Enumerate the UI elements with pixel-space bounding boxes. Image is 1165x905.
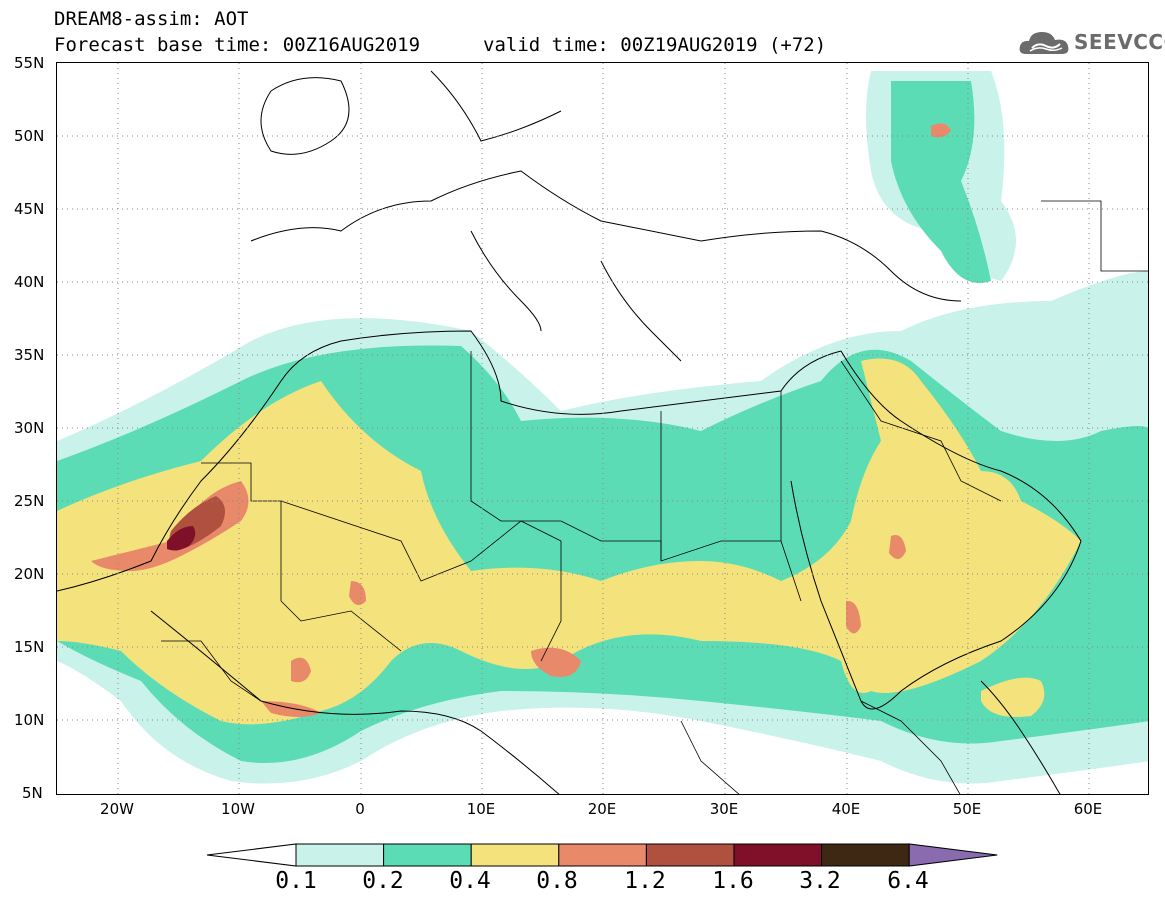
lat-label: 15N: [14, 638, 45, 656]
colorbar-under-arrow: [206, 843, 297, 867]
lon-label: 60E: [1073, 800, 1103, 818]
colorbar-box: [558, 843, 647, 867]
country-borders: [161, 200, 1148, 794]
colorbar-box: [383, 843, 472, 867]
lon-label: 10E: [466, 800, 496, 818]
colorbar: [206, 843, 998, 867]
colorbar-label: 0.1: [275, 868, 317, 894]
map-title: DREAM8-assim: AOT: [54, 8, 249, 30]
colorbar-box: [733, 843, 823, 867]
lat-label: 5N: [22, 784, 43, 802]
seevccc-logo: SEEVCCC: [1018, 24, 1165, 60]
logo-text: SEEVCCC: [1074, 30, 1165, 54]
lat-label: 40N: [14, 273, 45, 291]
colorbar-box: [645, 843, 735, 867]
lat-label: 10N: [14, 711, 45, 729]
lat-label: 35N: [14, 346, 45, 364]
lat-label: 45N: [14, 200, 45, 218]
colorbar-box: [821, 843, 910, 867]
aot-map: [56, 62, 1149, 795]
colorbar-label: 3.2: [799, 868, 841, 894]
aot-field: [57, 63, 1148, 794]
valid-time: valid time: 00Z19AUG2019 (+72): [483, 34, 827, 56]
colorbar-label: 1.2: [624, 868, 666, 894]
lon-label: 20E: [587, 800, 617, 818]
lon-label: 50E: [952, 800, 982, 818]
colorbar-box: [470, 843, 560, 867]
lon-label: 40E: [831, 800, 861, 818]
lon-label: 30E: [709, 800, 739, 818]
colorbar-label: 1.6: [712, 868, 754, 894]
lat-label: 20N: [14, 565, 45, 583]
colorbar-label: 0.2: [362, 868, 404, 894]
lon-label: 0: [355, 800, 365, 818]
graticule: [57, 63, 1148, 794]
aot-level-1.6: [167, 526, 196, 551]
colorbar-box: [295, 843, 385, 867]
lat-label: 50N: [14, 127, 45, 145]
lat-label: 30N: [14, 419, 45, 437]
colorbar-label: 0.8: [536, 868, 578, 894]
colorbar-label: 6.4: [887, 868, 929, 894]
lon-label: 10W: [221, 800, 255, 818]
forecast-base-time: Forecast base time: 00Z16AUG2019: [54, 34, 421, 56]
lon-label: 20W: [100, 800, 134, 818]
lat-label: 55N: [14, 54, 45, 72]
cloud-icon: [1019, 32, 1069, 54]
lat-label: 25N: [14, 492, 45, 510]
colorbar-over-arrow: [908, 843, 998, 867]
aot-level-0.4: [57, 358, 1081, 725]
colorbar-label: 0.4: [449, 868, 491, 894]
